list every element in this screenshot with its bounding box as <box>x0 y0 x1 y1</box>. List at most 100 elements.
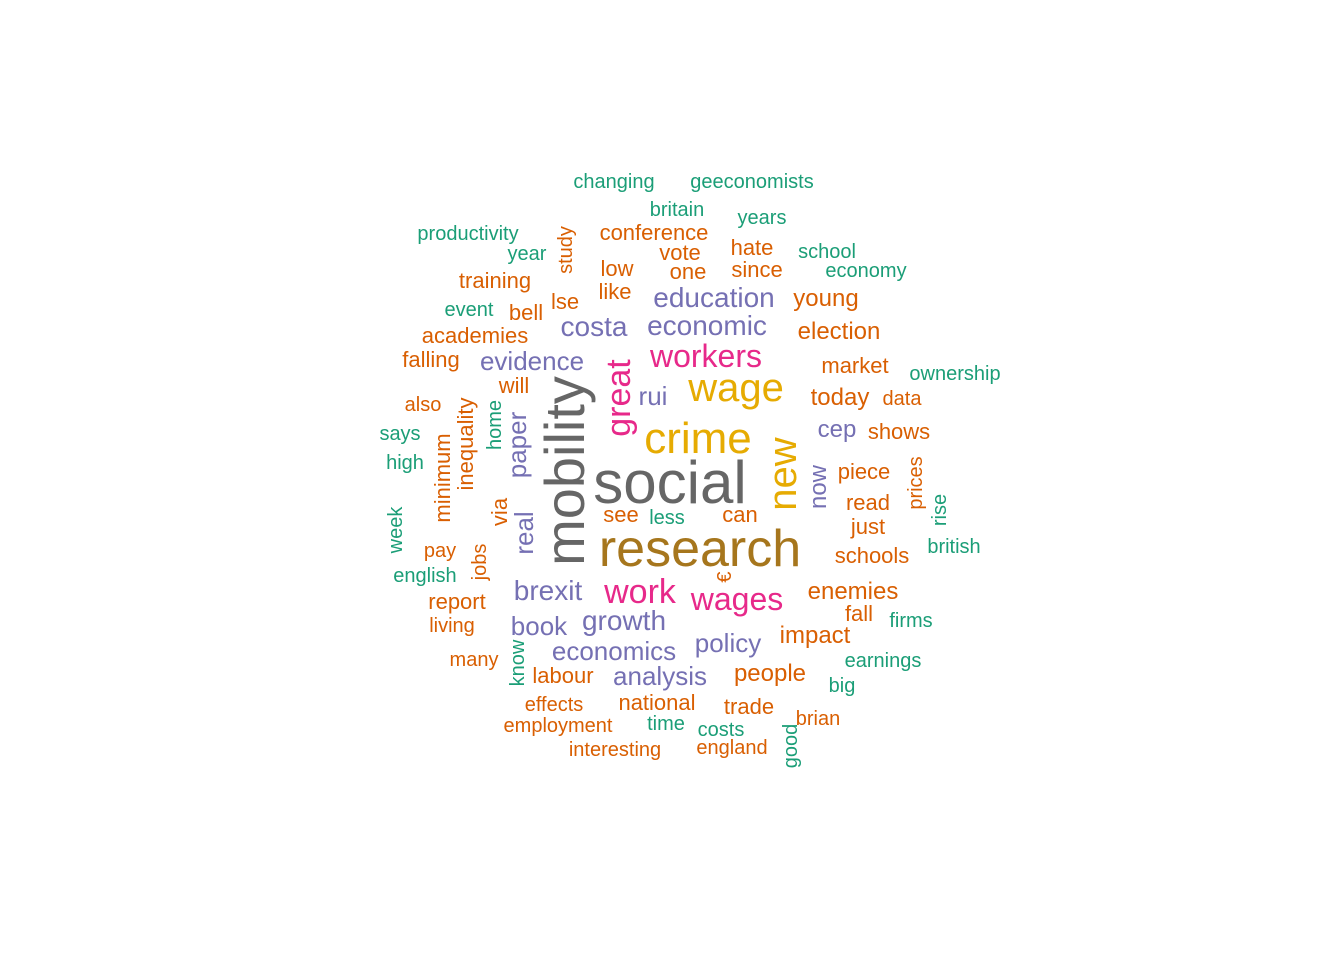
word-school: school <box>798 241 856 263</box>
word-britain: britain <box>649 199 705 221</box>
word-many: many <box>449 649 499 671</box>
word-good: good <box>780 723 802 769</box>
word-effects: effects <box>524 694 584 716</box>
word-trade: trade <box>723 694 775 719</box>
word-report: report <box>428 589 486 614</box>
word-now: now <box>805 464 832 510</box>
word-shows: shows <box>867 419 931 444</box>
word-study: study <box>555 226 577 274</box>
word-jobs: jobs <box>469 543 491 581</box>
word-since: since <box>731 257 783 282</box>
word-pay: pay <box>423 540 457 562</box>
word-falling: falling <box>402 347 460 372</box>
word-employment: employment <box>503 715 613 737</box>
word-data: data <box>882 388 922 410</box>
word-costs: costs <box>697 719 745 741</box>
word-wages: wages <box>690 581 784 617</box>
word-vote: vote <box>659 240 701 265</box>
word-event: event <box>444 299 494 321</box>
word-today: today <box>810 384 870 411</box>
word-great: great <box>600 359 638 437</box>
word-analysis: analysis <box>613 661 707 691</box>
word-new: new <box>761 437 805 511</box>
word-high: high <box>386 452 424 474</box>
word-schools: schools <box>834 543 910 568</box>
word-less: less <box>649 507 685 529</box>
word-see: see <box>603 502 639 527</box>
word-people: people <box>733 660 807 687</box>
word-british: british <box>927 536 981 558</box>
word-academies: academies <box>421 323 529 348</box>
word-can: can <box>722 502 758 527</box>
word-like: like <box>598 279 632 304</box>
word-just: just <box>850 514 886 539</box>
word-bell: bell <box>508 300 544 325</box>
word-read: read <box>845 490 891 515</box>
word-earnings: earnings <box>844 650 922 672</box>
word-work: work <box>604 573 676 611</box>
word-rui: rui <box>638 381 668 411</box>
word-symbol: € <box>714 571 736 583</box>
word-piece: piece <box>837 459 891 484</box>
word-geeconomists: geeconomists <box>690 171 814 193</box>
word-fall: fall <box>844 601 874 626</box>
word-national: national <box>618 690 696 715</box>
word-brexit: brexit <box>513 575 583 606</box>
word-also: also <box>404 394 442 416</box>
word-says: says <box>379 423 421 445</box>
word-book: book <box>510 611 568 641</box>
word-inequality: inequality <box>453 397 478 491</box>
word-via: via <box>487 497 512 527</box>
word-will: will <box>498 373 530 398</box>
word-evidence: evidence <box>479 346 585 376</box>
word-enemies: enemies <box>807 578 899 605</box>
word-english: english <box>393 565 457 587</box>
word-changing: changing <box>573 171 655 193</box>
word-workers: workers <box>649 338 763 374</box>
word-england: england <box>696 737 768 759</box>
word-productivity: productivity <box>417 223 519 245</box>
word-one: one <box>669 259 707 284</box>
word-education: education <box>653 282 775 313</box>
word-market: market <box>821 353 889 378</box>
word-policy: policy <box>694 628 762 658</box>
word-brian: brian <box>795 708 841 730</box>
word-economic: economic <box>647 310 767 341</box>
word-minimum: minimum <box>430 433 455 523</box>
word-economics: economics <box>551 636 677 666</box>
word-paper: paper <box>502 411 532 479</box>
word-interesting: interesting <box>568 739 662 761</box>
word-cep: cep <box>817 416 857 443</box>
word-research: research <box>598 520 802 578</box>
word-growth: growth <box>581 605 667 636</box>
word-real: real <box>509 511 539 555</box>
word-economy: economy <box>825 260 907 282</box>
word-mobility: mobility <box>533 376 596 566</box>
word-firms: firms <box>889 610 933 632</box>
word-lse: lse <box>550 289 580 314</box>
word-prices: prices <box>905 456 927 510</box>
word-week: week <box>385 506 407 554</box>
word-year: year <box>507 243 547 265</box>
word-costa: costa <box>560 311 628 342</box>
word-conference: conference <box>599 220 709 245</box>
word-labour: labour <box>532 663 594 688</box>
word-hate: hate <box>730 235 774 260</box>
word-ownership: ownership <box>909 363 1001 385</box>
word-young: young <box>793 285 859 312</box>
word-home: home <box>484 399 506 451</box>
word-social: social <box>593 449 747 516</box>
word-rise: rise <box>929 493 951 527</box>
word-impact: impact <box>779 622 851 649</box>
word-time: time <box>647 713 685 735</box>
word-know: know <box>507 639 529 687</box>
word-crime: crime <box>644 414 752 463</box>
word-low: low <box>600 256 634 281</box>
word-big: big <box>828 675 856 697</box>
word-years: years <box>737 207 787 229</box>
word-living: living <box>429 615 475 637</box>
word-training: training <box>458 268 532 293</box>
word-election: election <box>797 318 881 345</box>
word-wage: wage <box>688 366 784 410</box>
